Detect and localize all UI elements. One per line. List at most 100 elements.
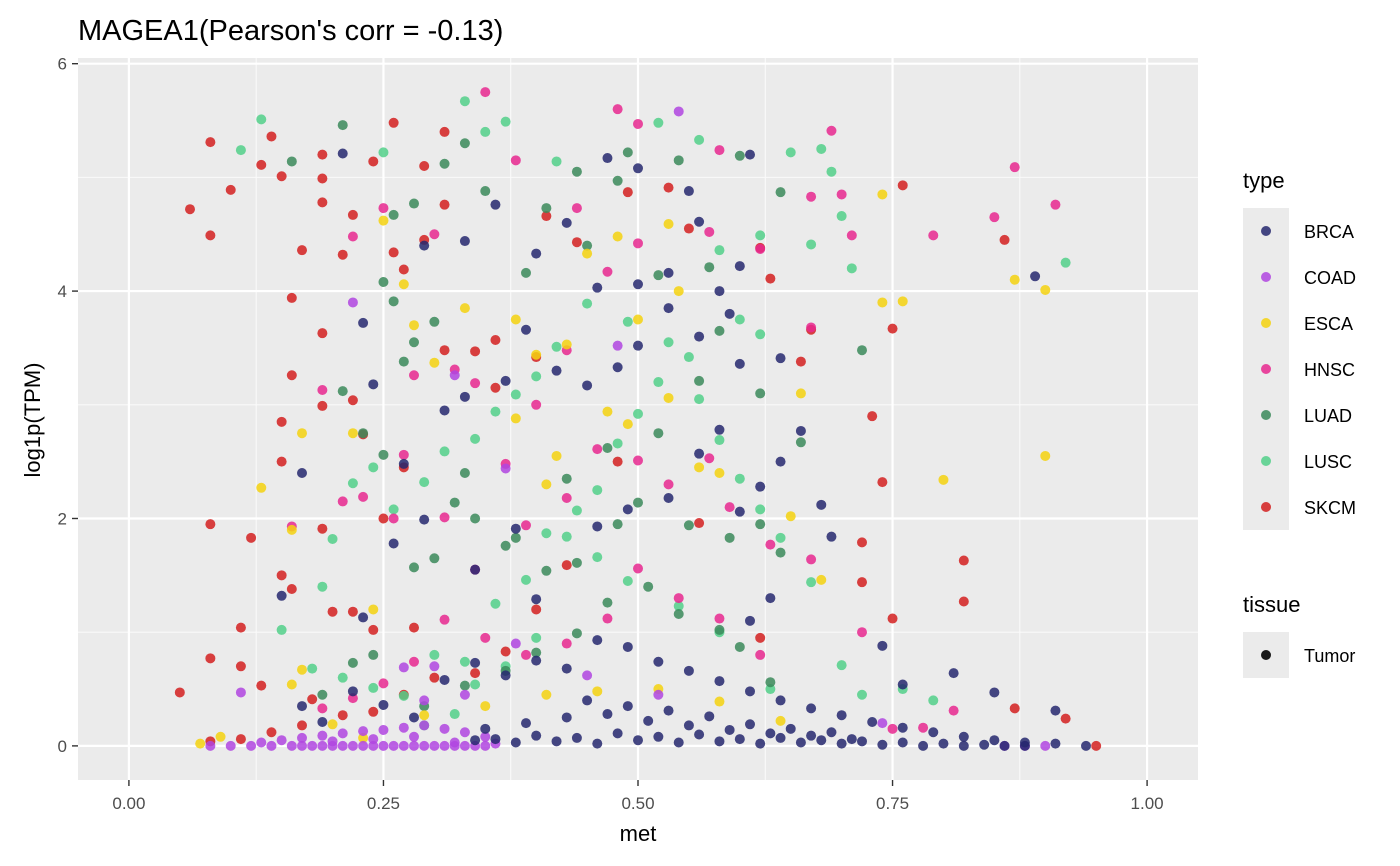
data-point [622,147,633,158]
data-point [174,687,185,698]
data-point [775,732,786,743]
data-point [673,737,684,748]
data-point [663,267,674,278]
data-point [317,328,328,339]
legend-key-marker [1261,318,1271,328]
data-point [734,734,745,745]
data-point [836,710,847,721]
data-point [409,740,419,751]
data-point [602,266,613,277]
data-point [368,379,379,390]
y-tick-label: 4 [58,282,67,301]
data-point [571,628,582,639]
data-point [358,726,369,737]
data-point [459,680,470,691]
data-point [663,303,674,314]
legend-key-marker [1261,502,1271,512]
data-point [653,656,664,667]
data-point [327,736,338,747]
data-point [958,731,969,742]
data-point [694,134,705,145]
data-point [1050,705,1061,716]
data-point [439,158,450,169]
data-point [612,438,623,449]
data-point [694,375,705,386]
data-point [205,230,216,241]
data-point [704,453,715,464]
data-point [612,104,623,115]
data-point [419,240,430,251]
data-point [409,712,419,723]
data-point [857,627,867,638]
data-point [368,734,379,745]
data-point [653,117,664,128]
data-point [470,346,481,357]
data-point [429,229,440,240]
data-point [795,356,806,367]
data-point [439,405,450,416]
data-point [714,245,725,256]
data-point [612,362,623,373]
data-point [663,337,674,348]
data-point [531,371,542,382]
data-point [439,446,450,457]
data-point [297,701,307,712]
data-point [307,740,318,751]
data-point [928,695,939,706]
data-point [205,137,216,148]
data-point [683,520,694,531]
data-point [459,303,470,314]
data-point [521,520,531,531]
data-point [378,678,389,689]
y-tick-label: 2 [58,509,67,528]
data-point [398,449,409,460]
legend-label: BRCA [1304,222,1354,242]
data-point [541,203,552,214]
data-point [643,581,654,592]
data-point [806,730,817,741]
data-point [938,738,949,749]
data-point [734,261,745,272]
data-point [439,614,450,625]
data-point [1009,703,1020,714]
data-point [653,689,664,700]
data-point [571,732,582,743]
data-point [378,203,389,214]
data-point [347,395,358,406]
data-point [806,577,817,588]
data-point [694,462,705,473]
data-point [337,496,348,507]
data-point [561,339,572,350]
data-point [358,428,369,439]
data-point [449,370,460,381]
series-skcm [174,117,1102,751]
data-point [347,606,358,617]
data-point [897,180,908,191]
data-point [582,670,593,681]
data-point [714,325,725,336]
data-point [368,706,379,717]
data-point [633,497,643,508]
chart-title: MAGEA1(Pearson's corr = -0.13) [78,15,503,47]
data-point [297,664,307,675]
data-point [419,740,430,751]
data-point [806,191,817,202]
data-point [459,468,470,479]
data-point [398,690,409,701]
data-point [561,531,572,542]
data-point [337,740,348,751]
data-point [928,727,939,738]
data-point [398,279,409,290]
data-point [755,504,766,515]
data-point [419,514,430,525]
data-point [561,560,572,571]
data-point [633,735,643,746]
data-point [276,456,287,467]
data-point [347,478,358,489]
data-point [317,703,328,714]
data-point [561,493,572,504]
data-point [694,518,705,529]
data-point [347,428,358,439]
data-point [409,562,419,573]
data-point [429,740,440,751]
